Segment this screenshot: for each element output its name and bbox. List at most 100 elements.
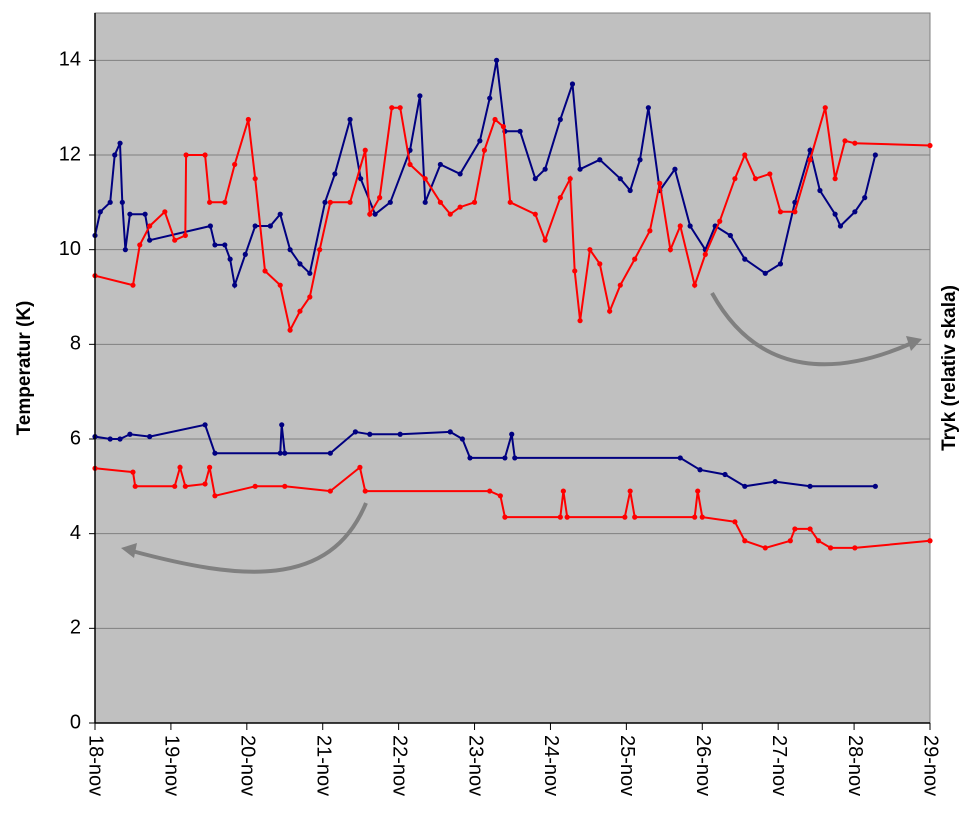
- x-tick-label: 20-nov: [237, 735, 259, 796]
- point: [487, 488, 493, 494]
- point: [762, 270, 768, 276]
- point: [617, 282, 623, 288]
- point: [177, 464, 183, 470]
- point: [727, 232, 733, 239]
- point: [377, 195, 383, 201]
- point: [327, 488, 333, 494]
- point: [832, 176, 838, 182]
- y2-axis-title: Tryk (relativ skala): [939, 285, 960, 451]
- point: [742, 256, 748, 262]
- point: [347, 199, 353, 205]
- point: [677, 455, 683, 461]
- point: [447, 429, 453, 435]
- series: [92, 57, 878, 290]
- point: [207, 199, 213, 205]
- point: [262, 268, 268, 274]
- point: [222, 199, 228, 205]
- point: [477, 138, 483, 144]
- point: [147, 237, 153, 243]
- point: [792, 209, 798, 215]
- point: [772, 479, 778, 485]
- point: [807, 157, 813, 163]
- point: [242, 251, 248, 257]
- point: [245, 116, 251, 123]
- point: [617, 176, 623, 182]
- point: [437, 199, 443, 205]
- point: [277, 211, 283, 217]
- point: [122, 247, 128, 253]
- point: [492, 116, 498, 123]
- point: [130, 282, 136, 288]
- point: [352, 429, 358, 435]
- point: [647, 228, 653, 234]
- point: [627, 488, 633, 494]
- point: [372, 211, 378, 217]
- point: [762, 545, 768, 551]
- point: [695, 488, 701, 494]
- point: [597, 157, 603, 163]
- point: [367, 211, 373, 217]
- point: [502, 514, 508, 520]
- point: [852, 209, 858, 215]
- point: [481, 147, 488, 153]
- y-tick-label: 8: [70, 333, 81, 355]
- point: [507, 199, 513, 205]
- arrow-right: [710, 292, 913, 367]
- point: [367, 431, 373, 437]
- y-tick-label: 2: [70, 617, 81, 639]
- point: [397, 105, 403, 111]
- point: [557, 514, 563, 520]
- point: [564, 514, 570, 520]
- point: [287, 247, 293, 253]
- point: [792, 526, 798, 532]
- point: [702, 251, 708, 257]
- point: [232, 161, 238, 168]
- y-tick-label: 4: [70, 522, 81, 544]
- point: [852, 545, 858, 551]
- point: [500, 124, 506, 130]
- point: [572, 268, 578, 274]
- point: [672, 166, 678, 172]
- point: [307, 294, 313, 300]
- point: [577, 166, 583, 172]
- point: [389, 105, 395, 111]
- point: [777, 261, 784, 267]
- point: [827, 545, 834, 551]
- point: [107, 199, 113, 205]
- point: [632, 256, 638, 262]
- point: [267, 223, 273, 229]
- point: [182, 483, 188, 489]
- point: [358, 176, 364, 182]
- point: [645, 105, 651, 111]
- point: [509, 431, 515, 437]
- point: [742, 152, 748, 158]
- point: [777, 209, 784, 215]
- x-tick-label: 26-nov: [692, 735, 714, 796]
- point: [699, 514, 705, 520]
- point: [97, 209, 103, 215]
- point: [692, 282, 698, 288]
- point: [207, 223, 213, 229]
- point: [587, 247, 593, 253]
- point: [422, 176, 428, 182]
- point: [471, 199, 478, 205]
- point: [742, 538, 748, 544]
- point: [447, 211, 453, 217]
- arrow-head: [121, 543, 137, 558]
- series: [92, 422, 878, 489]
- point: [512, 455, 518, 461]
- point: [517, 128, 523, 134]
- axes: 0 2 4 6 8 10 12 14 18-nov 19-nov 20-nov 21-nov 22-no…: [59, 49, 942, 797]
- point: [297, 261, 303, 267]
- point: [417, 93, 423, 99]
- point: [822, 105, 828, 111]
- arrows: [121, 292, 922, 574]
- y-tick-label: 12: [59, 143, 81, 165]
- point: [842, 138, 848, 144]
- point: [637, 157, 643, 163]
- point: [542, 166, 548, 172]
- plot-area: [94, 12, 931, 724]
- y-tick-label: 14: [59, 49, 81, 71]
- point: [232, 282, 238, 288]
- point: [667, 247, 673, 253]
